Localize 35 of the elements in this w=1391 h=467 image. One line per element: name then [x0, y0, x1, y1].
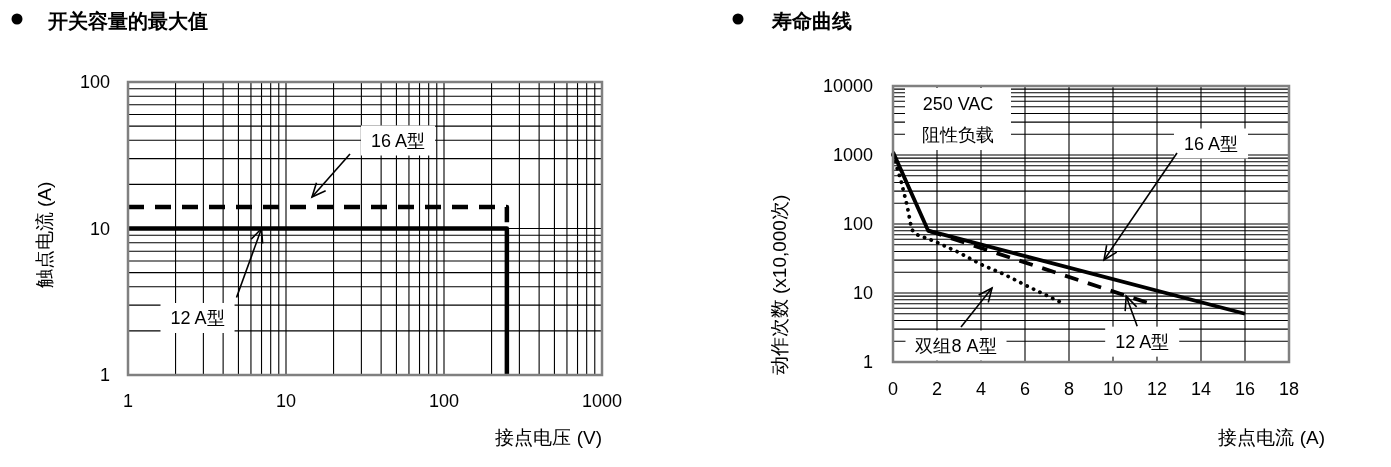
annotation: 双组8 A型: [915, 335, 997, 356]
chart-title: 寿命曲线: [771, 10, 852, 32]
y-tick-label: 1000: [832, 145, 873, 165]
x-tick-label: 6: [1019, 379, 1031, 399]
x-tick-label: 1: [122, 391, 134, 411]
x-axis-title: 接点电压 (V): [495, 427, 602, 448]
x-tick-label: 8: [1063, 379, 1075, 399]
x-axis-title: 接点电流 (A): [1218, 427, 1325, 448]
annotation: 250 VAC: [922, 94, 994, 114]
x-tick-label: 14: [1190, 379, 1212, 399]
y-tick-label: 1: [99, 365, 110, 385]
annotation: 阻性负载: [922, 125, 994, 145]
x-tick-label: 12: [1146, 379, 1168, 399]
x-tick-label: 4: [975, 379, 987, 399]
x-tick-label: 100: [428, 391, 460, 411]
x-tick-label: 1000: [581, 391, 623, 411]
x-tick-label: 16: [1234, 379, 1256, 399]
x-tick-label: 0: [887, 379, 899, 399]
y-tick-label: 1: [862, 352, 873, 372]
x-tick-label: 10: [275, 391, 297, 411]
annotation: 16 A型: [370, 130, 426, 151]
x-tick-label: 18: [1278, 379, 1300, 399]
y-axis-title: 触点电流 (A): [34, 181, 55, 289]
annotation: 12 A型: [1115, 331, 1170, 352]
annotation: 16 A型: [1183, 133, 1239, 154]
chart-title: 开关容量的最大值: [47, 10, 208, 32]
y-tick-label: 10: [852, 283, 873, 303]
y-tick-label: 10000: [822, 76, 873, 96]
x-tick-label: 10: [1102, 379, 1124, 399]
y-tick-label: 10: [89, 218, 110, 239]
annotation: 12 A型: [170, 308, 225, 328]
y-axis-title: 动作次数 (x10,000次): [769, 194, 790, 376]
y-tick-label: 100: [842, 214, 873, 234]
x-tick-label: 2: [931, 379, 943, 399]
y-tick-label: 100: [79, 72, 110, 92]
